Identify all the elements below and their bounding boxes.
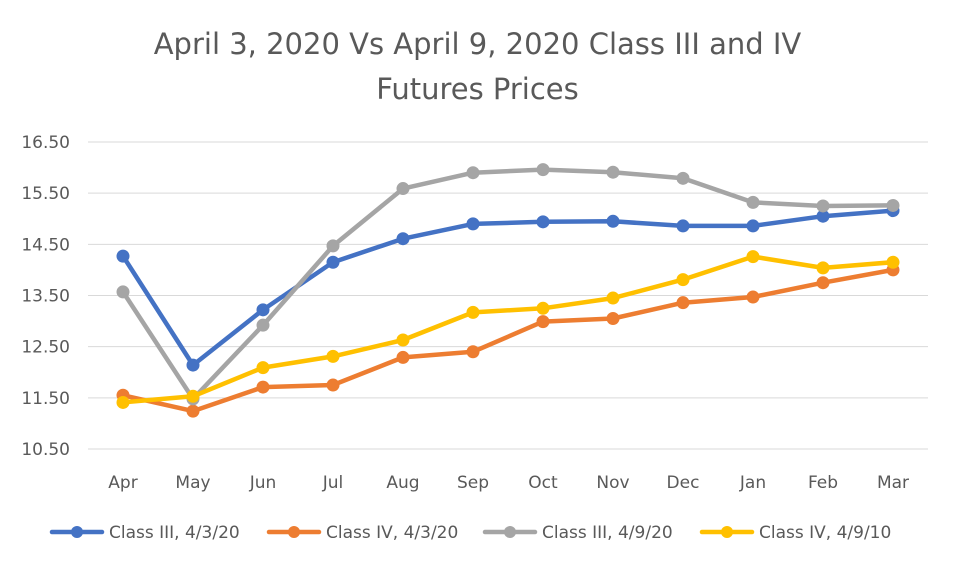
y-tick-label: 15.50 — [21, 184, 70, 204]
data-point — [676, 296, 690, 310]
x-tick-label: Mar — [877, 473, 909, 493]
data-point — [886, 198, 900, 212]
data-point — [746, 219, 760, 233]
chart-title: April 3, 2020 Vs April 9, 2020 Class III… — [0, 22, 955, 112]
data-point — [116, 285, 130, 299]
x-tick-label: Dec — [667, 473, 700, 493]
x-tick-label: Jun — [249, 473, 277, 493]
chart-title-line-1: April 3, 2020 Vs April 9, 2020 Class III… — [153, 27, 802, 61]
legend-item: Class III, 4/3/20 — [49, 523, 240, 543]
data-point — [256, 380, 270, 394]
legend-item: Class IV, 4/9/10 — [699, 523, 891, 543]
chart-title-line-2: Futures Prices — [376, 72, 579, 106]
data-point — [816, 261, 830, 275]
data-point — [466, 345, 480, 359]
legend-item: Class IV, 4/3/20 — [266, 523, 458, 543]
data-point — [396, 232, 410, 246]
data-point — [396, 333, 410, 347]
data-point — [186, 404, 200, 418]
legend-label: Class III, 4/9/20 — [542, 523, 673, 543]
x-tick-label: Oct — [528, 473, 558, 493]
x-tick-label: Apr — [108, 473, 137, 493]
data-point — [186, 358, 200, 372]
data-point — [116, 395, 130, 409]
series-line-1 — [120, 208, 896, 368]
data-point — [326, 255, 340, 269]
x-tick-label: May — [175, 473, 210, 493]
data-point — [466, 166, 480, 180]
y-tick-label: 13.50 — [21, 287, 70, 307]
data-point — [536, 301, 550, 315]
data-point — [606, 312, 620, 326]
data-point — [326, 349, 340, 363]
x-tick-label: Jul — [322, 473, 344, 493]
data-point — [886, 255, 900, 269]
data-point — [816, 276, 830, 290]
legend-label: Class IV, 4/9/10 — [759, 523, 891, 543]
data-point — [676, 273, 690, 287]
legend-swatch-marker — [288, 526, 300, 538]
legend-swatch-marker — [504, 526, 516, 538]
data-point — [536, 315, 550, 329]
data-point — [606, 291, 620, 305]
x-tick-label: Jan — [739, 473, 766, 493]
legend-swatch-marker — [71, 526, 83, 538]
data-point — [466, 217, 480, 231]
data-point — [256, 303, 270, 317]
y-tick-label: 16.50 — [21, 133, 70, 153]
legend-swatch-marker — [721, 526, 733, 538]
data-point — [256, 318, 270, 332]
y-tick-label: 14.50 — [21, 235, 70, 255]
series-line-3 — [120, 167, 896, 402]
data-point — [676, 219, 690, 233]
data-point — [326, 239, 340, 253]
x-tick-label: Sep — [457, 473, 489, 493]
legend-item: Class III, 4/9/20 — [482, 523, 673, 543]
y-tick-label: 10.50 — [21, 440, 70, 460]
data-point — [116, 249, 130, 263]
data-point — [746, 195, 760, 209]
data-point — [466, 305, 480, 319]
data-point — [746, 250, 760, 264]
data-point — [746, 290, 760, 304]
data-point — [536, 163, 550, 177]
data-point — [326, 378, 340, 392]
data-point — [536, 215, 550, 229]
y-tick-label: 12.50 — [21, 338, 70, 358]
data-point — [256, 361, 270, 375]
data-point — [606, 165, 620, 179]
x-tick-label: Feb — [808, 473, 838, 493]
y-tick-label: 11.50 — [21, 389, 70, 409]
series-line-2 — [120, 267, 896, 414]
x-tick-label: Aug — [386, 473, 419, 493]
data-point — [396, 182, 410, 196]
legend-label: Class III, 4/3/20 — [109, 523, 240, 543]
x-tick-label: Nov — [596, 473, 629, 493]
legend-label: Class IV, 4/3/20 — [326, 523, 458, 543]
data-point — [396, 350, 410, 364]
data-point — [816, 199, 830, 213]
data-point — [606, 214, 620, 228]
series-line-4 — [120, 254, 896, 405]
data-point — [186, 389, 200, 403]
data-point — [676, 171, 690, 185]
